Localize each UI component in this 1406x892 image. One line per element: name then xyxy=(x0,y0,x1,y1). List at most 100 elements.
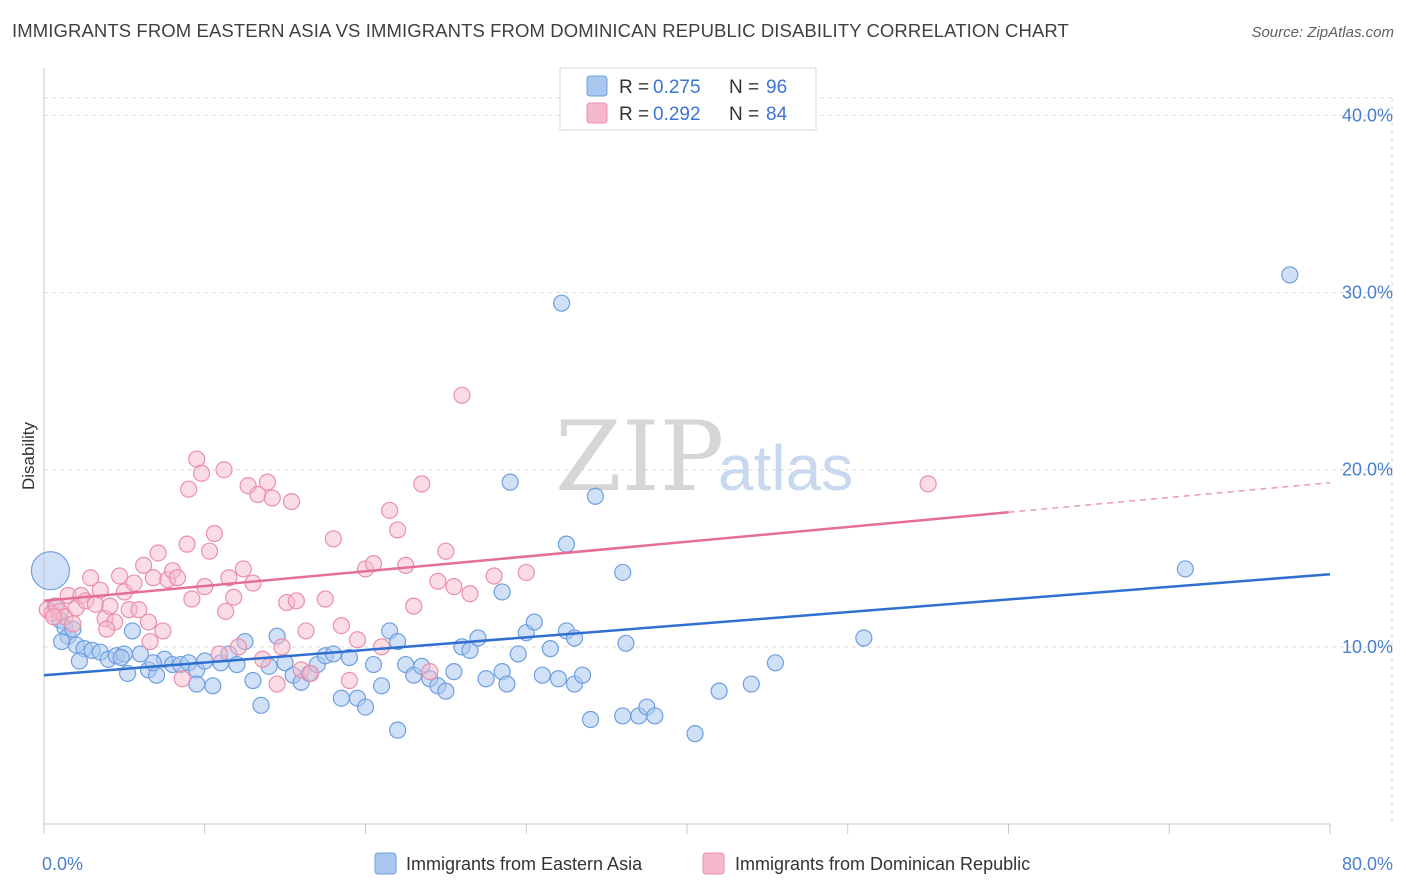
legend-r-label-1: R = xyxy=(619,77,649,98)
series-dominican-republic-points xyxy=(38,386,937,693)
point-dominican-republic xyxy=(220,569,238,587)
point-eastern-asia xyxy=(614,563,632,582)
point-eastern-asia xyxy=(364,655,383,674)
point-dominican-republic xyxy=(82,569,100,587)
point-eastern-asia xyxy=(686,725,704,743)
point-eastern-asia xyxy=(533,666,551,684)
watermark-zip: ZIP xyxy=(555,401,724,513)
point-dominican-republic xyxy=(258,473,277,491)
x-tick-label: 80.0% xyxy=(1342,854,1393,874)
point-dominican-republic xyxy=(64,615,82,633)
y-tick-label: 30.0% xyxy=(1342,283,1393,303)
point-eastern-asia xyxy=(498,675,516,693)
point-dominican-republic xyxy=(149,544,167,562)
point-eastern-asia xyxy=(131,645,150,663)
legend-n-value-2: 84 xyxy=(766,104,788,125)
point-dominican-republic xyxy=(173,670,191,688)
point-eastern-asia xyxy=(541,640,559,658)
point-dominican-republic xyxy=(429,572,447,590)
bottom-legend: Immigrants from Eastern Asia Immigrants … xyxy=(374,852,1030,875)
point-eastern-asia xyxy=(112,648,130,667)
point-dominican-republic xyxy=(405,597,423,615)
point-dominican-republic xyxy=(144,569,162,587)
point-dominican-republic xyxy=(98,620,116,638)
point-dominican-republic xyxy=(130,601,148,619)
point-dominican-republic xyxy=(215,461,233,479)
point-dominican-republic xyxy=(282,493,301,511)
point-dominican-republic xyxy=(135,556,153,574)
legend-r-label-2: R = xyxy=(619,104,649,125)
trend-line-dominican-republic xyxy=(43,510,1009,603)
point-eastern-asia xyxy=(586,487,604,505)
point-dominican-republic xyxy=(421,663,439,681)
legend-n-label-2: N = xyxy=(729,104,759,125)
point-eastern-asia xyxy=(144,654,162,672)
point-eastern-asia xyxy=(372,677,391,695)
point-dominican-republic xyxy=(268,675,286,693)
point-dominican-republic xyxy=(389,521,407,539)
point-eastern-asia xyxy=(501,473,519,491)
point-eastern-asia xyxy=(389,632,407,651)
point-eastern-asia xyxy=(53,632,71,651)
point-dominican-republic xyxy=(229,638,248,656)
point-dominican-republic xyxy=(297,622,315,640)
point-dominican-republic xyxy=(141,632,159,651)
point-eastern-asia xyxy=(356,698,375,716)
point-dominican-republic xyxy=(324,530,342,548)
point-eastern-asia xyxy=(766,654,785,672)
point-dominican-republic xyxy=(445,578,463,596)
axes xyxy=(43,68,1331,834)
point-dominican-republic xyxy=(110,567,129,585)
trend-line-eastern-asia xyxy=(43,572,1331,677)
point-dominican-republic xyxy=(397,556,415,574)
point-eastern-asia xyxy=(525,613,543,631)
point-eastern-asia xyxy=(553,294,571,312)
point-eastern-asia xyxy=(469,629,487,647)
legend: R = 0.275 N = 96 R = 0.292 N = 84 xyxy=(559,67,817,131)
point-dominican-republic xyxy=(217,602,235,621)
point-eastern-asia xyxy=(123,622,142,640)
point-dominican-republic xyxy=(919,475,937,493)
point-dominican-republic xyxy=(101,597,119,615)
legend-r-value-2: 0.292 xyxy=(653,104,701,125)
y-tick-label: 20.0% xyxy=(1342,460,1393,480)
point-dominican-republic xyxy=(180,480,198,498)
trend-line-dominican-republic-extension xyxy=(1008,481,1331,513)
bottom-legend-label-eastern-asia: Immigrants from Eastern Asia xyxy=(406,854,643,874)
point-eastern-asia xyxy=(445,663,463,681)
legend-swatch-blue xyxy=(586,75,608,97)
point-dominican-republic xyxy=(168,569,187,587)
point-eastern-asia xyxy=(389,721,407,739)
point-eastern-asia xyxy=(617,634,635,652)
point-eastern-asia xyxy=(1281,266,1299,284)
point-eastern-asia xyxy=(646,707,664,725)
watermark-atlas: atlas xyxy=(718,432,853,504)
point-dominican-republic xyxy=(192,464,211,482)
y-axis-label: Disability xyxy=(19,421,38,490)
watermark: ZIP atlas xyxy=(555,401,853,513)
y-tick-label: 10.0% xyxy=(1342,637,1393,657)
bottom-legend-swatch-pink xyxy=(702,852,725,875)
point-dominican-republic xyxy=(437,542,455,560)
point-dominican-republic xyxy=(205,524,223,543)
chart-title: IMMIGRANTS FROM EASTERN ASIA VS IMMIGRAN… xyxy=(12,20,1069,41)
point-dominican-republic xyxy=(332,616,350,635)
point-dominican-republic xyxy=(210,645,228,663)
point-dominican-republic xyxy=(461,585,479,603)
point-dominican-republic xyxy=(273,638,291,656)
point-dominican-republic xyxy=(453,386,471,404)
point-eastern-asia xyxy=(742,675,760,693)
point-eastern-asia xyxy=(549,670,568,688)
point-dominican-republic xyxy=(340,671,359,690)
point-eastern-asia xyxy=(30,551,71,591)
point-eastern-asia xyxy=(710,682,728,700)
y-tick-label: 40.0% xyxy=(1342,105,1393,125)
bottom-legend-swatch-blue xyxy=(374,852,397,875)
point-dominican-republic xyxy=(287,592,305,610)
point-dominican-republic xyxy=(485,567,503,585)
point-eastern-asia xyxy=(477,670,495,688)
legend-swatch-pink xyxy=(586,102,608,124)
point-eastern-asia xyxy=(204,677,222,695)
point-dominican-republic xyxy=(348,631,367,649)
point-dominican-republic xyxy=(302,664,320,683)
